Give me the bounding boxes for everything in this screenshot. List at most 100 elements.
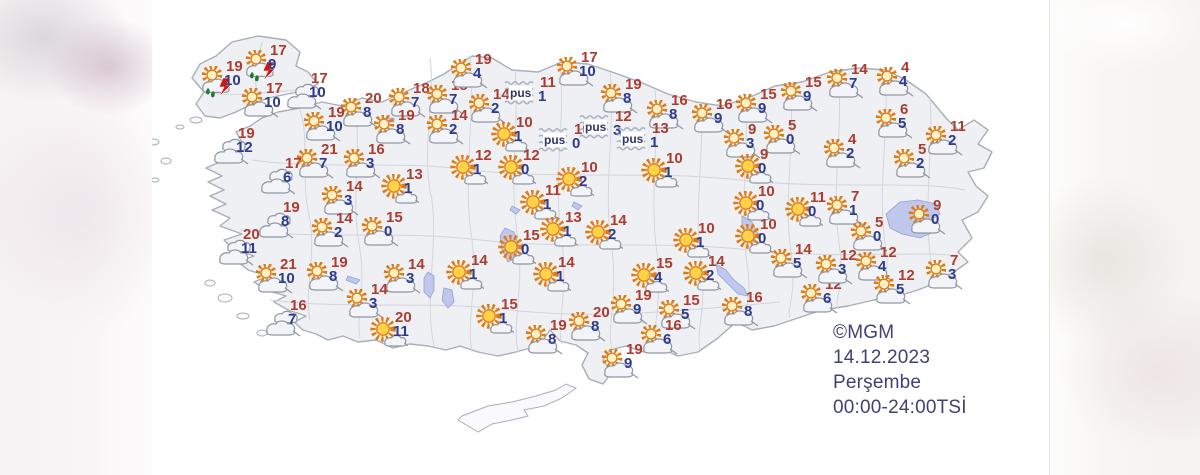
- suncloud-icon: [733, 92, 773, 130]
- sun-icon: [518, 189, 561, 226]
- max-temperature: 16: [368, 141, 385, 158]
- min-temperature: 2: [491, 100, 500, 117]
- max-temperature: 11: [545, 182, 561, 199]
- weather-point: pus 13 1: [616, 121, 669, 156]
- max-temperature: 14: [371, 281, 388, 298]
- weather-point: 19 10: [199, 59, 243, 98]
- min-temperature: 3: [838, 261, 847, 278]
- weather-point: 15 9: [778, 75, 822, 112]
- suncloud-icon: [644, 98, 684, 136]
- min-temperature: 8: [623, 90, 632, 107]
- max-temperature: 20: [365, 90, 382, 107]
- suncloud-icon: [381, 262, 421, 300]
- suncloud-icon: [871, 273, 911, 311]
- min-temperature: 1: [849, 202, 858, 219]
- weather-point: 21 10: [253, 257, 297, 294]
- min-temperature: 8: [548, 331, 557, 348]
- weather-point: 10 1: [671, 221, 715, 259]
- suncloud-icon: [608, 293, 648, 331]
- max-temperature: 21: [280, 256, 297, 273]
- max-temperature: 14: [451, 107, 468, 124]
- suncloud-icon: [923, 258, 963, 296]
- min-temperature: 8: [669, 106, 678, 123]
- weather-point: 15 0: [359, 210, 403, 247]
- max-temperature: 20: [243, 226, 260, 243]
- min-temperature: 2: [846, 145, 855, 162]
- min-temperature: 4: [654, 269, 663, 286]
- max-temperature: 20: [593, 304, 610, 321]
- sun-icon: [731, 190, 774, 227]
- max-temperature: 15: [805, 74, 822, 91]
- caption-period: 00:00-24:00TSİ: [833, 397, 967, 418]
- max-temperature: 14: [493, 86, 510, 103]
- min-temperature: 0: [786, 131, 795, 148]
- storm-icon: [243, 48, 283, 86]
- min-temperature: 1: [404, 180, 413, 197]
- suncloud-icon: [599, 347, 639, 385]
- caption-copyright: ©MGM: [833, 322, 895, 343]
- weather-point: 19 8: [598, 77, 642, 114]
- min-temperature: 7: [849, 75, 858, 92]
- weather-point: 16 9: [689, 97, 733, 134]
- weather-point: 10 1: [489, 115, 533, 153]
- min-temperature: 1: [556, 268, 565, 285]
- suncloud-icon: [813, 253, 853, 291]
- min-temperature: 8: [591, 318, 600, 335]
- min-temperature: 5: [681, 306, 690, 323]
- max-temperature: 19: [283, 199, 300, 216]
- min-temperature: 5: [793, 255, 802, 272]
- max-temperature: 19: [398, 107, 415, 124]
- max-temperature: 14: [346, 178, 363, 195]
- fog-label: pus: [543, 133, 567, 147]
- weather-point: 14 5: [768, 242, 812, 279]
- max-temperature: 12: [898, 267, 915, 284]
- suncloud-icon: [319, 184, 359, 222]
- min-temperature: 1: [514, 128, 523, 145]
- suncloud-icon: [719, 295, 759, 333]
- weather-point: 13 1: [379, 167, 423, 205]
- suncloud-icon: [309, 216, 349, 254]
- weather-point: 14 2: [309, 211, 353, 248]
- max-temperature: 7: [851, 188, 860, 205]
- weather-point: 12 4: [853, 245, 897, 282]
- max-temperature: 15: [523, 227, 540, 244]
- max-temperature: 19: [328, 104, 345, 121]
- min-temperature: 10: [326, 118, 343, 135]
- max-temperature: 12: [615, 108, 632, 125]
- max-temperature: 11: [950, 118, 966, 135]
- suncloud-icon: [359, 215, 399, 253]
- suncloud-icon: [301, 110, 341, 148]
- sun-icon: [379, 173, 422, 210]
- max-temperature: 14: [795, 241, 812, 258]
- max-temperature: 9: [760, 146, 769, 163]
- suncloud-icon: [338, 96, 378, 134]
- weather-point: 14 3: [344, 282, 388, 319]
- max-temperature: 5: [788, 117, 797, 134]
- suncloud-icon: [761, 123, 801, 161]
- weather-point: 15 4: [629, 256, 673, 294]
- weather-point: 15 5: [656, 293, 700, 330]
- suncloud-icon: [554, 55, 594, 93]
- min-temperature: 2: [608, 226, 617, 243]
- max-temperature: 10: [666, 150, 683, 167]
- suncloud-icon: [848, 220, 888, 258]
- sun-icon: [629, 262, 672, 299]
- min-temperature: 9: [714, 110, 723, 127]
- max-temperature: 16: [671, 92, 688, 109]
- cloud-icon: [258, 168, 298, 199]
- min-temperature: 1: [543, 196, 552, 213]
- min-temperature: 2: [706, 267, 715, 284]
- max-temperature: 11: [810, 189, 826, 206]
- weather-point: 17 10: [554, 50, 598, 87]
- weather-point: 10 0: [733, 217, 777, 255]
- min-temperature: 1: [650, 134, 659, 151]
- min-temperature: 5: [896, 281, 905, 298]
- sun-icon: [444, 259, 487, 296]
- cloud-icon: [211, 138, 251, 169]
- suncloud-icon: [656, 298, 696, 336]
- max-temperature: 16: [746, 289, 763, 306]
